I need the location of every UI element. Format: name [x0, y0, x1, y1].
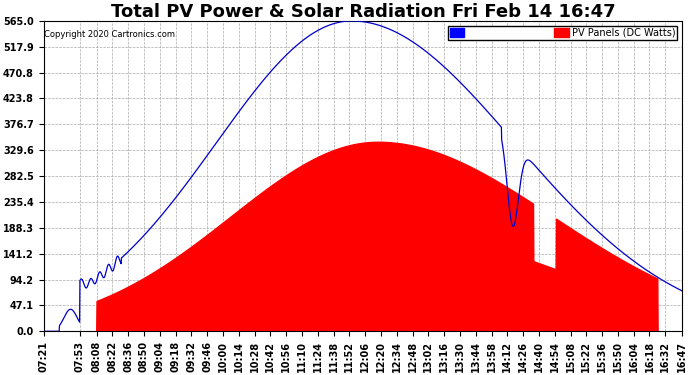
Title: Total PV Power & Solar Radiation Fri Feb 14 16:47: Total PV Power & Solar Radiation Fri Feb…	[110, 3, 615, 21]
Legend: Radiation (w/m2), PV Panels (DC Watts): Radiation (w/m2), PV Panels (DC Watts)	[448, 26, 678, 40]
Text: Copyright 2020 Cartronics.com: Copyright 2020 Cartronics.com	[44, 30, 175, 39]
